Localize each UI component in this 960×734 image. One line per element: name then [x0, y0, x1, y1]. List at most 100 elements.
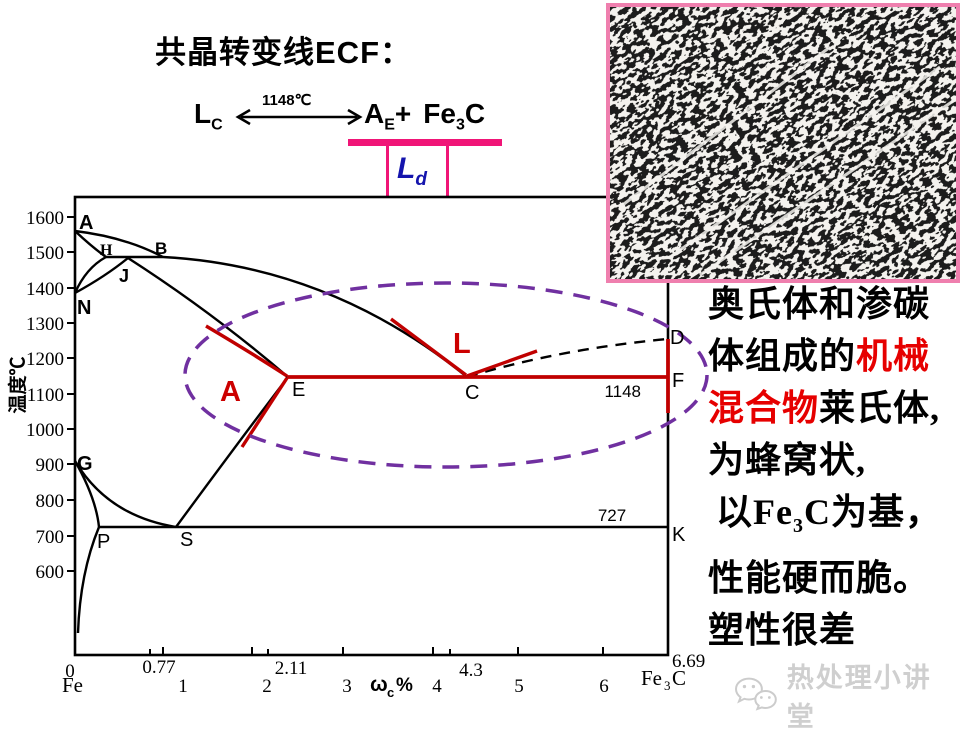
PQ-line	[76, 526, 101, 634]
y-tick-1500: 1500	[26, 243, 64, 264]
red-JE-segment	[205, 324, 288, 378]
eutectic-highlight-lines	[205, 317, 670, 448]
text-l3a-red: 混合物	[708, 388, 820, 428]
point-E: E	[292, 379, 305, 401]
equation-cementite-subscript: 3	[455, 116, 465, 134]
austenite-region-label: A	[220, 376, 241, 408]
equation-cementite-fe: Fe	[423, 98, 456, 129]
point-C: C	[465, 382, 479, 404]
x-special-labels: 0 0.77 2.11 4.3 6.69	[65, 651, 705, 682]
red-BC-segment	[389, 317, 468, 377]
bracket-right-line	[446, 146, 449, 197]
equation-rhs: AE+ Fe3C	[364, 98, 485, 135]
red-ES-segment	[240, 377, 289, 448]
pink-underline-bar	[348, 139, 502, 146]
equation-lhs-subscript: C	[211, 116, 223, 134]
point-H: H	[100, 242, 113, 259]
ledeburite-micrograph-image	[342, 0, 960, 580]
y-axis-labels: 1600 1500 1400 1300 1200 1100 1000 900 8…	[26, 208, 64, 583]
y-tick-1100: 1100	[27, 385, 64, 406]
equation-austenite-symbol: A	[364, 98, 385, 129]
speckle-layer	[342, 0, 960, 580]
double-arrow-icon	[235, 108, 363, 126]
x-tick-3: 3	[342, 676, 352, 697]
phase-boundary-lines	[73, 229, 668, 634]
text-l6: 性能硬而脆。	[708, 558, 931, 599]
y-tick-1600: 1600	[26, 208, 64, 229]
point-G: G	[77, 453, 93, 475]
y-tick-600: 600	[36, 562, 65, 583]
page-title: 共晶转变线ECF：	[155, 35, 412, 70]
text-line-3: 混合物莱氏体,	[708, 382, 960, 434]
eutectic-temp-label: 1148	[604, 382, 641, 401]
point-K: K	[672, 524, 686, 546]
text-line-1: 奥氏体和渗碳	[708, 278, 960, 330]
omega-symbol: ω	[370, 673, 388, 696]
equation-temperature-label: 1148℃	[262, 92, 312, 109]
ledeburite-label: Ld	[397, 152, 427, 191]
equation-plus-sign: +	[394, 98, 412, 129]
GS-line	[73, 460, 177, 529]
eutectic-region-ellipse	[183, 281, 709, 469]
equation-lhs: LC	[194, 98, 223, 135]
text-l5a: 以Fe	[716, 492, 793, 532]
y-tick-900: 900	[36, 455, 65, 476]
fe3c-suffix: C	[672, 666, 686, 690]
point-B: B	[155, 239, 167, 258]
text-l4: 为蜂窝状,	[708, 440, 867, 480]
text-l1: 奥氏体和渗碳	[708, 284, 931, 324]
watermark-text: 热处理小讲堂	[786, 663, 932, 732]
equation-cementite-c: C	[464, 98, 486, 129]
y-tick-1300: 1300	[26, 314, 64, 335]
x-tick-2: 2	[262, 676, 272, 697]
solidus-AH-line	[74, 230, 107, 258]
NH-line	[73, 255, 107, 294]
fe3c-subscript: 3	[664, 678, 671, 693]
text-l3b: 莱氏体,	[819, 388, 941, 428]
micrograph-texture	[342, 0, 960, 580]
y-tick-1200: 1200	[26, 349, 64, 370]
point-P: P	[97, 531, 110, 553]
text-line-5: 以Fe3C为基，	[708, 486, 960, 552]
bracket-left-line	[386, 146, 389, 197]
x-tick-5: 5	[514, 676, 524, 697]
fe3c-base: Fe	[641, 666, 662, 690]
text-line-4: 为蜂窝状,	[708, 434, 960, 486]
x-tick-4: 4	[432, 676, 442, 697]
x-label-4.3: 4.3	[459, 660, 483, 681]
point-F: F	[672, 370, 684, 392]
y-axis-ticks	[67, 216, 76, 572]
x-tick-1: 1	[178, 676, 188, 697]
equation-austenite-subscript: E	[384, 116, 395, 134]
omega-subscript: c	[387, 685, 394, 700]
text-line-7: 塑性很差	[708, 604, 960, 656]
omega-percent: %	[396, 675, 413, 696]
liquidus-BC-line	[162, 255, 468, 378]
equation-lhs-symbol: L	[194, 98, 212, 129]
point-S: S	[180, 529, 193, 551]
text-line-2: 体组成的机械	[708, 330, 960, 382]
point-N: N	[77, 297, 91, 319]
solidus-JE-line	[127, 256, 289, 378]
y-tick-800: 800	[36, 491, 65, 512]
x-label-0: 0	[65, 661, 75, 682]
y-tick-1000: 1000	[26, 420, 64, 441]
GP-line	[73, 460, 101, 528]
y-tick-1400: 1400	[26, 279, 64, 300]
x-label-2.11: 2.11	[275, 658, 308, 679]
text-l2b-red: 机械	[856, 336, 931, 376]
watermark: 热处理小讲堂	[733, 656, 960, 734]
NJ-line	[74, 257, 129, 295]
text-line-6: 性能硬而脆。	[708, 552, 960, 604]
liquidus-CD-dashed-line	[466, 337, 669, 379]
x-integer-labels: 1 2 3 4 5 6	[178, 676, 609, 697]
x-axis-fe-label: Fe	[62, 673, 83, 697]
x-axis-fe3c-label: Fe 3 C	[641, 666, 686, 693]
wechat-bubbles-icon	[734, 677, 777, 711]
point-J: J	[119, 266, 129, 286]
x-label-0.77: 0.77	[142, 657, 175, 678]
x-axis-ticks	[149, 647, 604, 656]
y-axis-title: 温度℃	[6, 356, 29, 413]
text-l5b: C为基，	[803, 492, 942, 532]
